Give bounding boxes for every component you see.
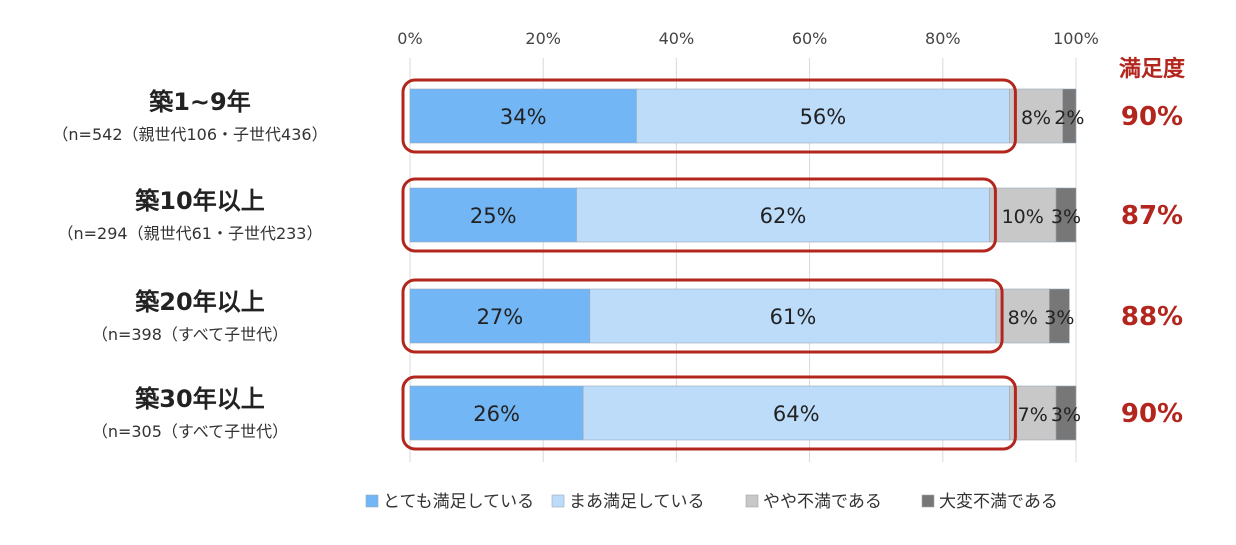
highlight-box	[401, 78, 1017, 154]
satisfaction-value: 88%	[1121, 302, 1183, 332]
x-tick-label: 100%	[1053, 29, 1099, 48]
legend-swatch	[365, 494, 379, 508]
bar-value-label: 25%	[470, 204, 517, 228]
category-label: 築30年以上	[134, 385, 264, 413]
bar-value-labels: 34% 56% 8% 2%25% 62% 10% 3%27% 61% 8% 3%26% 64% 7% 3…	[470, 105, 1085, 426]
bar-segment	[1009, 385, 1057, 441]
bars	[409, 88, 1077, 441]
category-label: 築10年以上	[134, 187, 264, 215]
bar-segment	[409, 88, 637, 144]
bar-segment	[1055, 187, 1077, 243]
bar-value-label: 56%	[800, 105, 847, 129]
bar-value-label: 26%	[473, 402, 520, 426]
legend: とても満足している まあ満足している やや不満である 大変不満である	[365, 492, 1058, 512]
satisfaction-value: 90%	[1121, 102, 1183, 132]
satisfaction-value: 90%	[1121, 399, 1183, 429]
bar-value-label: 7%	[1018, 404, 1048, 426]
legend-swatch	[745, 494, 759, 508]
legend-label: まあ満足している	[569, 492, 705, 512]
satisfaction-value: 87%	[1121, 201, 1183, 231]
category-sublabel: （n=305（すべて子世代）	[92, 422, 288, 441]
bar-segment	[1049, 288, 1070, 344]
bar-value-label: 3%	[1051, 206, 1081, 228]
legend-label: 大変不満である	[939, 492, 1058, 512]
highlight-box	[401, 375, 1017, 451]
highlight-boxes	[401, 78, 1017, 451]
highlight-box	[401, 278, 1004, 354]
category-label: 築20年以上	[134, 288, 264, 316]
highlight-box	[401, 177, 997, 253]
bar-value-label: 62%	[760, 204, 807, 228]
bar-segment	[582, 385, 1010, 441]
category-labels: 築1~9年 （n=542（親世代106・子世代436） 築10年以上 （n=294（親…	[52, 88, 327, 441]
x-axis-ticks: 0% 20% 40% 60% 80% 100%	[397, 29, 1099, 48]
bar-segment	[576, 187, 990, 243]
satisfaction-values: 90% 87% 88% 90%	[1121, 102, 1183, 429]
category-sublabel: （n=542（親世代106・子世代436）	[52, 125, 327, 144]
bar-value-label: 27%	[477, 305, 524, 329]
bar-segment	[995, 288, 1050, 344]
bar-segment	[989, 187, 1057, 243]
bar-value-label: 64%	[773, 402, 820, 426]
bar-value-label: 61%	[770, 305, 817, 329]
bar-value-label: 8%	[1021, 107, 1051, 129]
legend-swatch	[921, 494, 935, 508]
category-sublabel: （n=294（親世代61・子世代233）	[58, 224, 323, 243]
bar-segment	[409, 288, 591, 344]
category-label: 築1~9年	[148, 88, 251, 116]
x-tick-label: 60%	[792, 29, 828, 48]
legend-label: とても満足している	[383, 492, 534, 512]
bar-value-label: 2%	[1054, 107, 1084, 129]
x-tick-label: 20%	[525, 29, 561, 48]
bar-value-label: 3%	[1051, 404, 1081, 426]
bar-value-label: 10%	[1002, 206, 1044, 228]
legend-swatch	[551, 494, 565, 508]
x-tick-label: 40%	[659, 29, 695, 48]
x-tick-label: 0%	[397, 29, 422, 48]
bar-segment	[1055, 385, 1077, 441]
bar-segment	[1062, 88, 1077, 144]
bar-value-label: 3%	[1044, 307, 1074, 329]
category-sublabel: （n=398（すべて子世代）	[92, 325, 288, 344]
legend-label: やや不満である	[763, 492, 882, 512]
bar-segment	[589, 288, 997, 344]
satisfaction-header: 満足度	[1119, 56, 1186, 82]
bar-value-label: 34%	[500, 105, 547, 129]
bar-value-label: 8%	[1008, 307, 1038, 329]
bar-segment	[409, 385, 584, 441]
x-tick-label: 80%	[925, 29, 961, 48]
bar-segment	[409, 187, 577, 243]
